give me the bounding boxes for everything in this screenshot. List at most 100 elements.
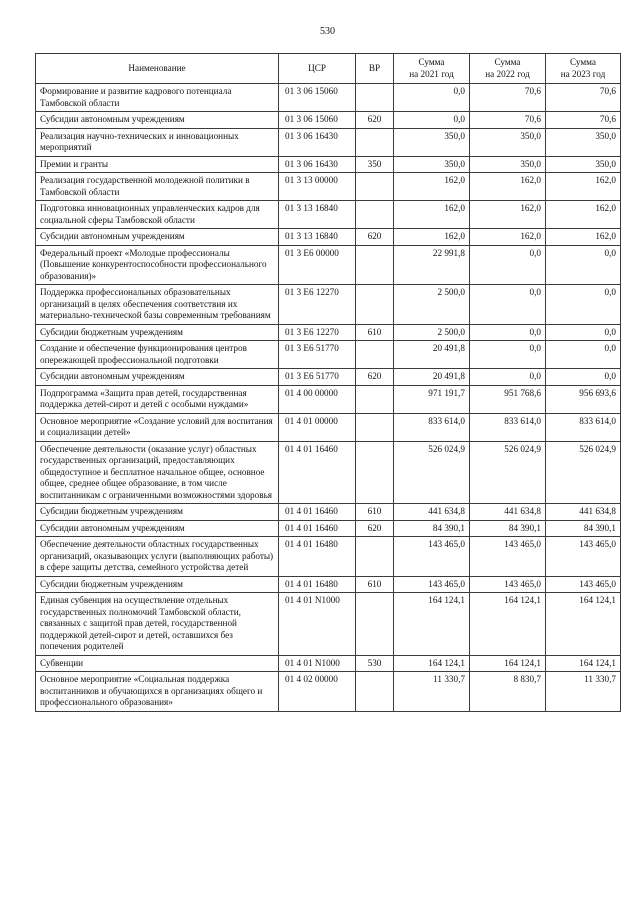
cell-vr: [355, 384, 394, 414]
table-row: Субсидии автономным учреждениям 01 4 01 1…: [35, 519, 621, 537]
cell-sum-2021: 164 124,1: [393, 654, 470, 672]
cell-sum-2022: 70,6: [469, 83, 546, 112]
cell-sum-2022: 833 614,0: [469, 412, 546, 442]
cell-csr: 01 3 13 16840: [278, 228, 356, 246]
cell-vr: [355, 440, 394, 504]
table-row: Основное мероприятие «Создание условий д…: [35, 412, 621, 442]
cell-name: Основное мероприятие «Социальная поддерж…: [35, 671, 279, 712]
cell-sum-2023: 164 124,1: [545, 592, 621, 656]
cell-sum-2022: 526 024,9: [469, 440, 546, 504]
column-header-sum-2023: Сумма на 2023 год: [545, 53, 621, 84]
table-row: Реализация государственной молодежной по…: [35, 172, 621, 201]
cell-sum-2023: 84 390,1: [545, 519, 621, 537]
cell-sum-2022: 0,0: [469, 323, 546, 341]
cell-sum-2021: 350,0: [393, 155, 470, 173]
cell-sum-2023: 350,0: [545, 127, 621, 157]
cell-sum-2023: 143 465,0: [545, 536, 621, 577]
cell-csr: 01 4 00 00000: [278, 384, 356, 414]
cell-sum-2023: 162,0: [545, 200, 621, 229]
table-row: Поддержка профессиональных образовательн…: [35, 284, 621, 325]
cell-sum-2021: 526 024,9: [393, 440, 470, 504]
cell-vr: 610: [355, 575, 394, 593]
cell-name: Подпрограмма «Защита прав детей, государ…: [35, 384, 279, 414]
table-header-row: Наименование ЦСР ВР Сумма на 2021 год Сумма …: [35, 53, 621, 84]
budget-table: Наименование ЦСР ВР Сумма на 2021 год Сумма …: [35, 53, 621, 712]
table-row: Федеральный проект «Молодые профессионал…: [35, 244, 621, 285]
cell-sum-2021: 971 191,7: [393, 384, 470, 414]
column-header-vr: ВР: [355, 53, 394, 84]
cell-vr: [355, 172, 394, 201]
cell-sum-2023: 0,0: [545, 284, 621, 325]
cell-csr: 01 3 06 15060: [278, 83, 356, 112]
cell-name: Формирование и развитие кадрового потенц…: [35, 83, 279, 112]
cell-sum-2021: 84 390,1: [393, 519, 470, 537]
cell-vr: [355, 200, 394, 229]
cell-csr: 01 4 01 16480: [278, 536, 356, 577]
cell-sum-2021: 164 124,1: [393, 592, 470, 656]
table-row: Подпрограмма «Защита прав детей, государ…: [35, 384, 621, 414]
cell-csr: 01 3 Е6 51770: [278, 340, 356, 369]
cell-sum-2022: 0,0: [469, 340, 546, 369]
cell-sum-2022: 143 465,0: [469, 536, 546, 577]
cell-sum-2021: 143 465,0: [393, 536, 470, 577]
table-row: Обеспечение деятельности областных госуд…: [35, 536, 621, 577]
column-header-sum-2021: Сумма на 2021 год: [393, 53, 470, 84]
table-row: Основное мероприятие «Социальная поддерж…: [35, 671, 621, 712]
table-row: Создание и обеспечение функционирования …: [35, 340, 621, 369]
cell-sum-2022: 350,0: [469, 127, 546, 157]
cell-vr: 620: [355, 111, 394, 129]
table-row: Субсидии бюджетным учреждениям 01 4 01 16…: [35, 503, 621, 521]
cell-vr: [355, 340, 394, 369]
cell-vr: 620: [355, 228, 394, 246]
cell-name: Субвенции: [35, 654, 279, 672]
cell-csr: 01 4 01 N1000: [278, 592, 356, 656]
cell-name: Субсидии автономным учреждениям: [35, 368, 279, 386]
cell-sum-2021: 143 465,0: [393, 575, 470, 593]
cell-csr: 01 3 Е6 12270: [278, 284, 356, 325]
cell-vr: 620: [355, 368, 394, 386]
cell-csr: 01 3 06 16430: [278, 127, 356, 157]
cell-sum-2023: 70,6: [545, 83, 621, 112]
table-header: Наименование ЦСР ВР Сумма на 2021 год Сумма …: [35, 53, 621, 84]
cell-vr: 610: [355, 503, 394, 521]
cell-sum-2023: 0,0: [545, 368, 621, 386]
cell-sum-2023: 956 693,6: [545, 384, 621, 414]
column-header-name: Наименование: [35, 53, 279, 84]
cell-csr: 01 3 Е6 12270: [278, 323, 356, 341]
cell-name: Поддержка профессиональных образовательн…: [35, 284, 279, 325]
cell-sum-2022: 0,0: [469, 368, 546, 386]
cell-csr: 01 4 01 16480: [278, 575, 356, 593]
cell-sum-2021: 20 491,8: [393, 340, 470, 369]
cell-sum-2021: 162,0: [393, 200, 470, 229]
cell-csr: 01 4 01 00000: [278, 412, 356, 442]
cell-name: Обеспечение деятельности (оказание услуг…: [35, 440, 279, 504]
table-row: Премии и гранты 01 3 06 16430 350 350,0 350,…: [35, 155, 621, 173]
cell-vr: 350: [355, 155, 394, 173]
cell-sum-2021: 22 991,8: [393, 244, 470, 285]
cell-csr: 01 3 Е6 00000: [278, 244, 356, 285]
column-header-csr: ЦСР: [278, 53, 356, 84]
table-row: Субсидии автономным учреждениям 01 3 Е6 5…: [35, 368, 621, 386]
table-body: Формирование и развитие кадрового потенц…: [35, 83, 621, 712]
cell-sum-2023: 350,0: [545, 155, 621, 173]
cell-sum-2023: 162,0: [545, 228, 621, 246]
cell-csr: 01 3 06 16430: [278, 155, 356, 173]
cell-name: Основное мероприятие «Создание условий д…: [35, 412, 279, 442]
cell-sum-2023: 441 634,8: [545, 503, 621, 521]
cell-csr: 01 4 02 00000: [278, 671, 356, 712]
column-header-sum-2022: Сумма на 2022 год: [469, 53, 546, 84]
cell-name: Создание и обеспечение функционирования …: [35, 340, 279, 369]
cell-sum-2021: 162,0: [393, 228, 470, 246]
cell-csr: 01 4 01 16460: [278, 440, 356, 504]
cell-vr: [355, 592, 394, 656]
cell-name: Единая субвенция на осуществление отдель…: [35, 592, 279, 656]
cell-vr: 610: [355, 323, 394, 341]
cell-sum-2022: 143 465,0: [469, 575, 546, 593]
cell-name: Субсидии автономным учреждениям: [35, 228, 279, 246]
table-row: Субвенции 01 4 01 N1000 530 164 124,1 164 12…: [35, 654, 621, 672]
cell-sum-2021: 20 491,8: [393, 368, 470, 386]
page-number: 530: [320, 26, 335, 37]
cell-sum-2021: 350,0: [393, 127, 470, 157]
cell-csr: 01 3 13 00000: [278, 172, 356, 201]
cell-sum-2022: 162,0: [469, 172, 546, 201]
